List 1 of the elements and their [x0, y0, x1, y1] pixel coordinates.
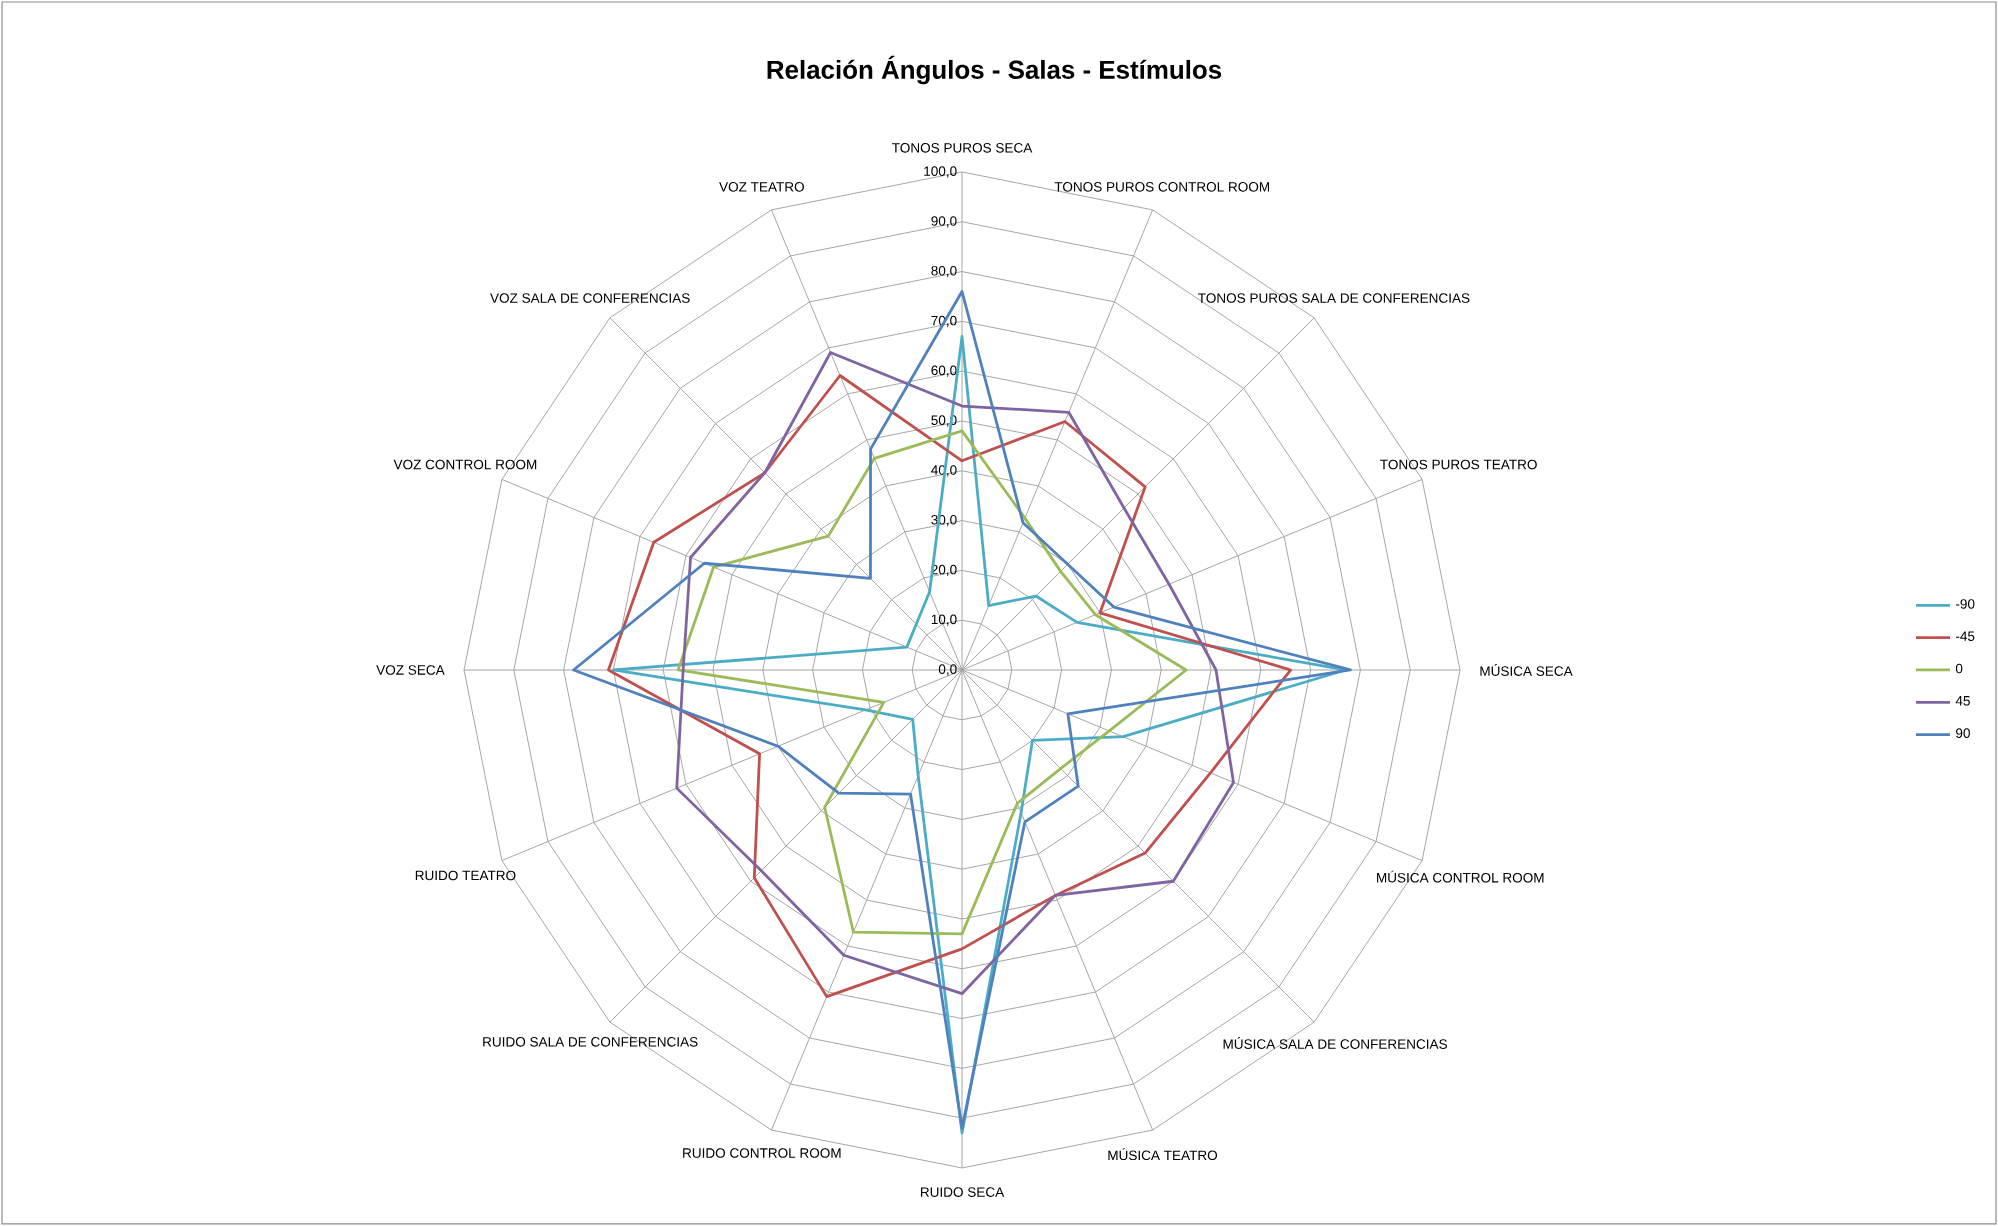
chart-title: Relación Ángulos - Salas - Estímulos [767, 55, 1222, 85]
